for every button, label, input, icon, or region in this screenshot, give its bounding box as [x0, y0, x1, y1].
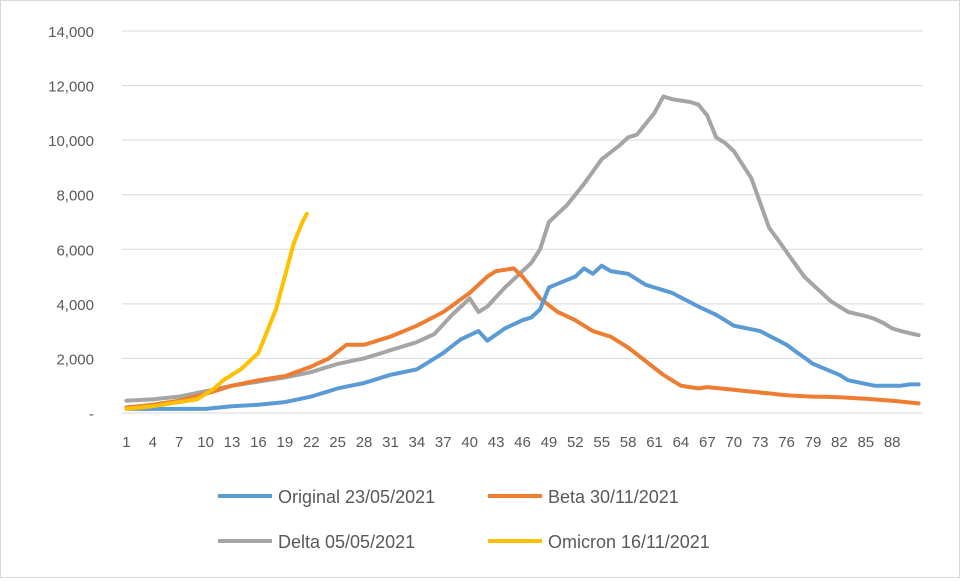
- x-tick-label: 49: [541, 434, 558, 451]
- legend-label: Beta 30/11/2021: [548, 487, 679, 507]
- legend: Original 23/05/2021 Beta 30/11/2021 Delta …: [218, 487, 710, 552]
- grid-lines: [122, 30, 923, 359]
- x-tick-label: 70: [725, 434, 742, 451]
- legend-label: Delta 05/05/2021: [278, 532, 415, 552]
- x-tick-label: 31: [382, 434, 399, 451]
- x-tick-label: 40: [461, 434, 478, 451]
- x-tick-label: 19: [276, 434, 293, 451]
- x-tick-label: 28: [356, 434, 373, 451]
- x-tick-label: 4: [149, 434, 157, 451]
- x-tick-label: 64: [673, 434, 690, 451]
- y-tick-label: 10,000: [48, 133, 94, 150]
- x-tick-label: 58: [620, 434, 637, 451]
- y-tick-label: -: [89, 406, 94, 423]
- series-line-beta: [124, 266, 921, 410]
- series-line-original: [124, 263, 921, 411]
- x-tick-label: 67: [699, 434, 716, 451]
- x-tick-label: 13: [224, 434, 241, 451]
- x-tick-label: 73: [752, 434, 769, 451]
- x-tick-label: 61: [646, 434, 663, 451]
- y-tick-label: 2,000: [56, 351, 94, 368]
- y-tick-label: 6,000: [56, 242, 94, 259]
- x-tick-label: 37: [435, 434, 452, 451]
- x-tick-label: 79: [805, 434, 822, 451]
- series-line-omicron: [124, 211, 309, 411]
- x-tick-label: 88: [884, 434, 901, 451]
- x-tick-label: 52: [567, 434, 584, 451]
- y-tick-label: 8,000: [56, 188, 94, 205]
- x-tick-label: 1: [122, 434, 130, 451]
- x-tick-label: 7: [175, 434, 183, 451]
- x-tick-label: 46: [514, 434, 531, 451]
- x-tick-label: 22: [303, 434, 320, 451]
- x-tick-label: 55: [593, 434, 610, 451]
- x-tick-label: 10: [197, 434, 214, 451]
- y-tick-label: 12,000: [48, 79, 94, 96]
- y-tick-label: 14,000: [48, 24, 94, 41]
- x-tick-label: 34: [409, 434, 426, 451]
- series-lines: [124, 94, 921, 411]
- x-tick-label: 76: [778, 434, 795, 451]
- x-tick-label: 25: [329, 434, 346, 451]
- x-tick-label: 85: [857, 434, 874, 451]
- x-tick-label: 16: [250, 434, 267, 451]
- x-tick-label: 82: [831, 434, 848, 451]
- legend-label: Omicron 16/11/2021: [548, 532, 710, 552]
- legend-label: Original 23/05/2021: [278, 487, 435, 507]
- y-tick-label: 4,000: [56, 297, 94, 314]
- y-axis-tick-labels: - 2,000 4,000 6,000 8,000 10,000 12,000 14,000: [48, 24, 94, 423]
- x-axis-tick-labels: 1 4 7 10 13 16 19 22 25 28 31 34 37 40 43 46 49 52 55 58 61 6…: [122, 434, 900, 451]
- x-tick-label: 43: [488, 434, 505, 451]
